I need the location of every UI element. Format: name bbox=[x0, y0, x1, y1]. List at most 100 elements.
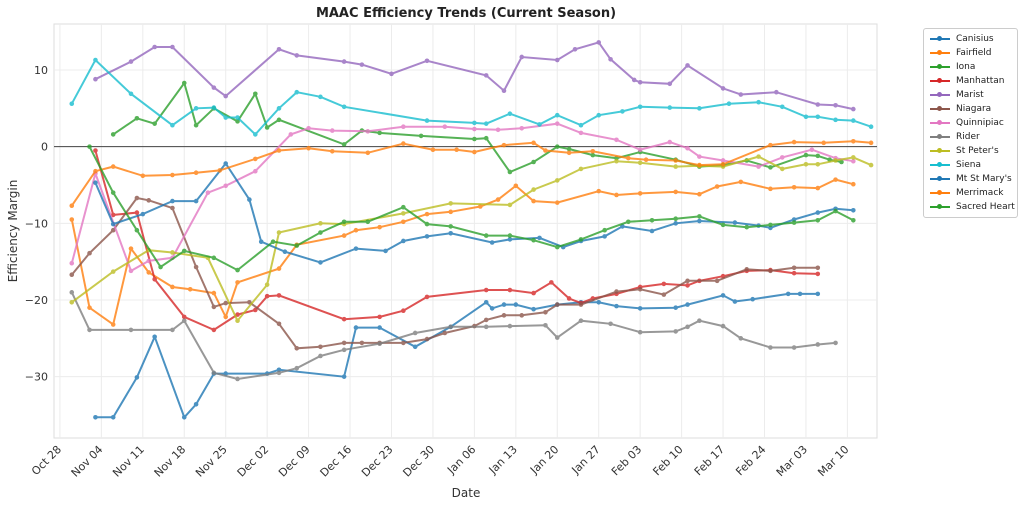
data-point bbox=[631, 77, 637, 83]
data-point bbox=[833, 340, 838, 346]
x-tick-label: Dec 09 bbox=[276, 443, 313, 480]
data-point bbox=[223, 115, 229, 120]
data-point bbox=[661, 292, 667, 297]
data-point bbox=[318, 221, 323, 226]
data-point bbox=[643, 157, 649, 162]
data-point bbox=[389, 71, 394, 77]
data-point bbox=[720, 293, 726, 298]
data-point bbox=[507, 323, 513, 329]
data-point bbox=[87, 144, 92, 149]
data-point bbox=[359, 62, 365, 67]
data-point bbox=[412, 330, 418, 336]
data-point bbox=[472, 126, 477, 132]
data-point bbox=[276, 117, 282, 123]
data-point bbox=[809, 147, 815, 153]
data-point bbox=[341, 104, 347, 110]
data-point bbox=[507, 169, 513, 175]
data-point bbox=[554, 244, 560, 250]
data-point bbox=[276, 266, 282, 271]
data-point bbox=[614, 192, 619, 198]
data-point bbox=[821, 140, 827, 146]
data-point bbox=[720, 158, 726, 163]
data-point bbox=[276, 293, 282, 298]
data-point bbox=[377, 130, 382, 136]
data-point bbox=[424, 58, 430, 64]
data-point bbox=[205, 190, 211, 195]
data-point bbox=[614, 137, 619, 143]
series-line bbox=[70, 291, 836, 381]
data-point bbox=[128, 268, 134, 274]
data-point bbox=[187, 286, 193, 292]
data-point bbox=[637, 329, 643, 335]
data-point bbox=[483, 73, 489, 78]
data-point bbox=[276, 47, 282, 52]
data-point bbox=[513, 183, 519, 189]
data-point bbox=[341, 347, 347, 353]
chart-title: MAAC Efficiency Trends (Current Season) bbox=[316, 6, 616, 21]
data-point bbox=[93, 148, 98, 153]
data-point bbox=[768, 268, 773, 274]
data-point bbox=[401, 308, 406, 314]
data-point bbox=[448, 224, 453, 229]
data-point bbox=[720, 86, 726, 91]
data-point bbox=[649, 228, 655, 234]
legend-item: Canisius bbox=[924, 32, 1017, 46]
legend-swatch bbox=[930, 134, 950, 139]
legend-item: Merrimack bbox=[924, 186, 1017, 200]
data-point bbox=[815, 162, 821, 167]
data-point bbox=[193, 264, 199, 270]
data-point bbox=[673, 164, 678, 169]
data-point bbox=[851, 158, 856, 164]
legend-item: Manhattan bbox=[924, 74, 1017, 88]
x-tick-label: Nov 18 bbox=[152, 443, 189, 480]
data-point bbox=[294, 243, 300, 248]
data-point bbox=[341, 219, 347, 225]
legend-label: Fairfield bbox=[956, 48, 992, 58]
data-point bbox=[507, 287, 513, 293]
data-point bbox=[756, 164, 761, 169]
data-point bbox=[223, 183, 229, 189]
data-point bbox=[483, 317, 489, 323]
data-point bbox=[442, 124, 448, 130]
legend-item: Siena bbox=[924, 158, 1017, 172]
data-point bbox=[341, 340, 347, 346]
data-point bbox=[128, 246, 134, 251]
data-point bbox=[531, 187, 536, 192]
data-point bbox=[359, 340, 365, 346]
data-point bbox=[697, 162, 702, 168]
data-point bbox=[341, 233, 347, 238]
series-marist bbox=[93, 40, 856, 112]
data-point bbox=[738, 92, 744, 97]
series-line bbox=[88, 146, 854, 272]
data-point bbox=[448, 201, 453, 206]
data-point bbox=[685, 283, 690, 288]
data-point bbox=[483, 121, 489, 126]
data-point bbox=[815, 102, 821, 107]
data-point bbox=[791, 220, 797, 225]
data-point bbox=[673, 329, 678, 334]
data-point bbox=[110, 221, 116, 227]
data-point bbox=[750, 296, 755, 302]
data-point bbox=[253, 132, 258, 137]
data-point bbox=[424, 234, 430, 239]
data-point bbox=[791, 345, 797, 350]
data-point bbox=[110, 190, 116, 195]
data-point bbox=[430, 147, 436, 153]
data-point bbox=[815, 114, 821, 120]
data-point bbox=[181, 248, 187, 254]
data-point bbox=[365, 219, 371, 225]
data-point bbox=[596, 300, 602, 305]
data-point bbox=[590, 152, 596, 158]
data-point bbox=[69, 300, 75, 305]
x-tick-label: Mar 10 bbox=[815, 443, 851, 479]
data-point bbox=[318, 230, 323, 235]
data-point bbox=[531, 140, 536, 146]
data-point bbox=[851, 181, 856, 187]
data-point bbox=[294, 53, 300, 58]
data-point bbox=[519, 125, 525, 131]
data-point bbox=[803, 114, 809, 120]
data-point bbox=[785, 291, 791, 297]
data-point bbox=[377, 314, 382, 320]
data-point bbox=[442, 330, 448, 336]
data-point bbox=[495, 197, 501, 202]
